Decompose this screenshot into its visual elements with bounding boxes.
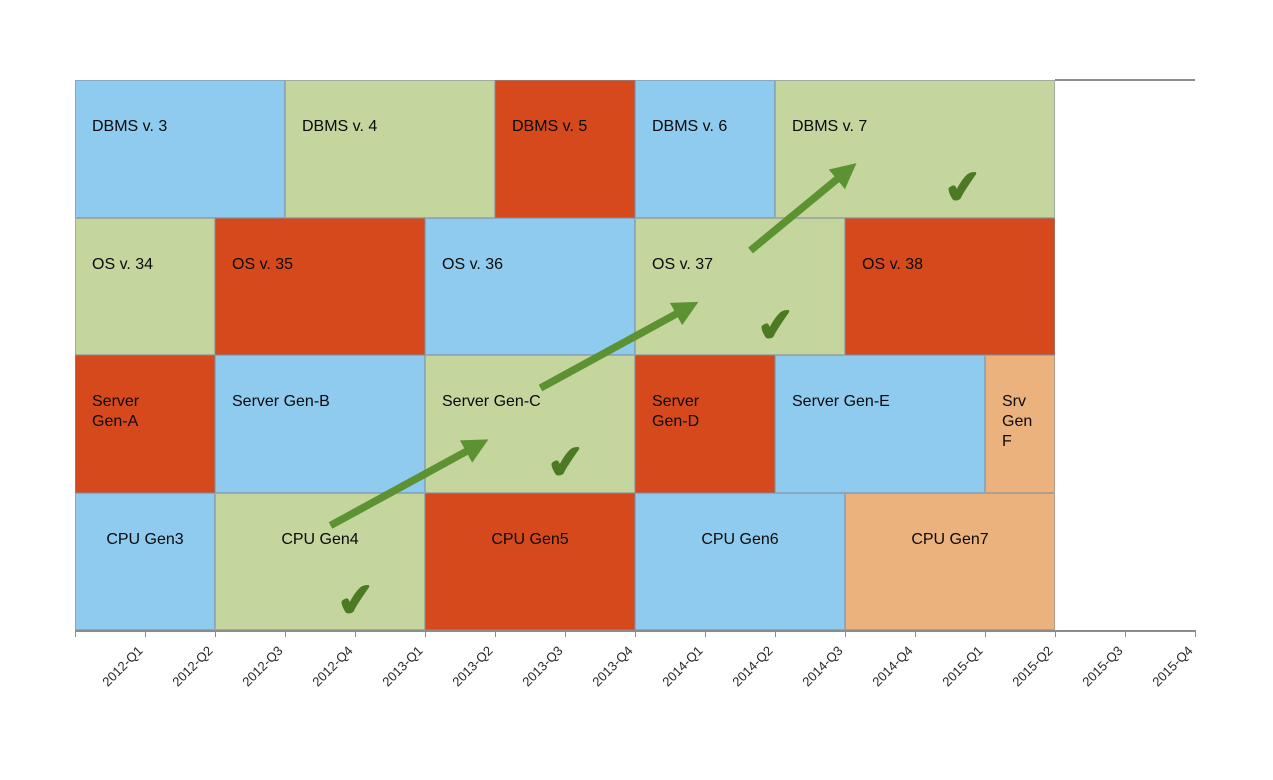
bar-label: Server Gen-E xyxy=(792,393,890,410)
bar-cpu-gen6: CPU Gen6 xyxy=(635,492,845,630)
axis-tick xyxy=(425,630,426,637)
plot-border-top xyxy=(1055,79,1195,81)
axis-tick xyxy=(355,630,356,637)
checkmark-icon-cpu-gen4: ✔ xyxy=(333,571,378,628)
bar-dbms-v-7: DBMS v. 7 xyxy=(775,80,1055,218)
bar-label: DBMS v. 4 xyxy=(302,118,378,135)
bar-server-gen-d: Server Gen-D xyxy=(635,355,775,493)
bar-os-v-34: OS v. 34 xyxy=(75,217,215,355)
bar-server-gen-c: Server Gen-C xyxy=(425,355,635,493)
axis-tick xyxy=(495,630,496,637)
axis-tick xyxy=(145,630,146,637)
bar-label: CPU Gen3 xyxy=(106,530,184,548)
bar-label: Server Gen-B xyxy=(232,393,330,410)
bar-cpu-gen7: CPU Gen7 xyxy=(845,492,1055,630)
checkmark-icon-os-v-37: ✔ xyxy=(753,296,798,353)
bar-os-v-35: OS v. 35 xyxy=(215,217,425,355)
bar-cpu-gen3: CPU Gen3 xyxy=(75,492,215,630)
bar-os-v-36: OS v. 36 xyxy=(425,217,635,355)
axis-tick xyxy=(985,630,986,637)
axis-tick xyxy=(775,630,776,637)
bar-label: Srv Gen F xyxy=(1002,393,1033,450)
bar-label: DBMS v. 7 xyxy=(792,118,868,135)
bar-server-gen-e: Server Gen-E xyxy=(775,355,985,493)
axis-tick xyxy=(215,630,216,637)
bar-label: DBMS v. 5 xyxy=(512,118,588,135)
axis-tick xyxy=(1195,630,1196,637)
bar-dbms-v-5: DBMS v. 5 xyxy=(495,80,635,218)
bar-dbms-v-3: DBMS v. 3 xyxy=(75,80,285,218)
bar-dbms-v-6: DBMS v. 6 xyxy=(635,80,775,218)
bar-label: OS v. 38 xyxy=(862,255,924,273)
bar-label: CPU Gen4 xyxy=(281,530,359,548)
bar-cpu-gen4: CPU Gen4 xyxy=(215,492,425,630)
bar-label: CPU Gen7 xyxy=(911,530,989,548)
bar-cpu-gen5: CPU Gen5 xyxy=(425,492,635,630)
axis-tick xyxy=(915,630,916,637)
checkmark-icon-server-gen-c: ✔ xyxy=(543,434,588,491)
bar-label: CPU Gen6 xyxy=(701,530,779,548)
checkmark-icon-dbms-v-7: ✔ xyxy=(940,159,985,216)
bar-os-v-38: OS v. 38 xyxy=(845,217,1055,355)
axis-tick xyxy=(285,630,286,637)
bar-label: Server Gen-A xyxy=(92,393,140,430)
bar-label: DBMS v. 6 xyxy=(652,118,728,135)
axis-tick xyxy=(565,630,566,637)
axis-tick xyxy=(635,630,636,637)
bar-label: OS v. 34 xyxy=(92,255,154,273)
axis-tick xyxy=(1055,630,1056,637)
bar-label: CPU Gen5 xyxy=(491,530,569,548)
bar-label: Server Gen-D xyxy=(652,393,700,430)
axis-tick xyxy=(1125,630,1126,637)
bar-label: Server Gen-C xyxy=(442,393,541,410)
axis-tick xyxy=(75,630,76,637)
bar-dbms-v-4: DBMS v. 4 xyxy=(285,80,495,218)
bar-server-gen-b: Server Gen-B xyxy=(215,355,425,493)
axis-tick xyxy=(845,630,846,637)
bar-os-v-37: OS v. 37 xyxy=(635,217,845,355)
bar-label: OS v. 37 xyxy=(652,255,714,273)
bar-srv-gen-f: Srv Gen F xyxy=(985,355,1055,493)
bar-label: OS v. 36 xyxy=(442,255,504,273)
bar-label: OS v. 35 xyxy=(232,255,294,273)
bar-label: DBMS v. 3 xyxy=(92,118,168,135)
axis-tick xyxy=(705,630,706,637)
bar-server-gen-a: Server Gen-A xyxy=(75,355,215,493)
